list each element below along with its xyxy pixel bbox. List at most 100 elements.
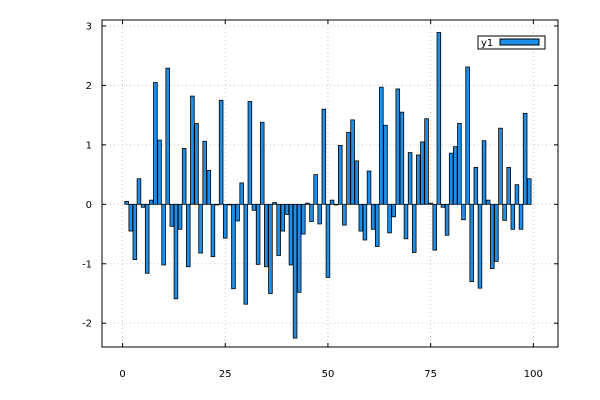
bar: [186, 203, 191, 268]
bar: [453, 146, 458, 205]
bar: [313, 174, 318, 205]
bar: [132, 203, 138, 260]
bar: [243, 203, 249, 305]
bar: [411, 203, 417, 253]
y-tick-label: -2: [82, 319, 92, 330]
bar: [510, 203, 516, 230]
y-tick-label: 1: [86, 140, 92, 151]
bar: [481, 140, 487, 205]
bar: [424, 118, 429, 205]
bar: [485, 199, 491, 205]
x-tick-label: 0: [119, 369, 125, 380]
bar: [502, 203, 507, 221]
x-tick-label: 100: [524, 369, 543, 380]
bar: [358, 203, 364, 232]
bar: [161, 203, 166, 266]
bar: [420, 141, 425, 205]
bar: [284, 203, 290, 215]
bar: [383, 124, 388, 205]
bar: [153, 82, 158, 205]
bar: [301, 203, 306, 235]
bar: [305, 202, 310, 205]
bar: [157, 139, 162, 205]
bar: [440, 203, 446, 208]
bar: [235, 203, 240, 222]
bar: [321, 108, 327, 205]
bar: [518, 203, 524, 230]
bar: [128, 203, 134, 232]
bar: [239, 182, 244, 205]
bar: [177, 203, 183, 230]
bar: [251, 203, 257, 211]
bar: [136, 178, 142, 205]
bar: [268, 203, 273, 294]
ticks: 0 25 50 75 100 -2 -1 0 1 2 3: [82, 20, 558, 380]
grid: [102, 20, 558, 347]
bar: [465, 66, 470, 205]
bar: [457, 123, 462, 205]
bar: [124, 200, 129, 205]
bar: [259, 121, 265, 205]
bar: [309, 203, 314, 222]
bar: [214, 203, 220, 206]
bar: [165, 67, 170, 205]
bar: [514, 184, 520, 205]
bar: [325, 203, 331, 278]
x-tick-label: 50: [322, 369, 335, 380]
y-tick-label: 2: [86, 81, 92, 92]
bar: [526, 178, 532, 205]
legend-label-y1: y1: [481, 38, 493, 49]
bar: [292, 203, 298, 339]
bar: [366, 170, 372, 205]
bar: [288, 203, 294, 266]
bar: [469, 203, 474, 282]
bar: [140, 203, 146, 208]
bar: [428, 202, 433, 205]
bar: [173, 203, 179, 300]
bar: [342, 203, 347, 226]
bar: [194, 123, 199, 205]
bar: [374, 203, 380, 247]
bar: [144, 203, 150, 274]
bar: [490, 203, 495, 269]
y-tick-label: 0: [86, 200, 92, 211]
x-tick-label: 25: [219, 369, 232, 380]
bar: [391, 203, 396, 218]
bar: [247, 101, 253, 205]
bar: [329, 199, 335, 205]
bar: [317, 203, 322, 225]
bar: [255, 203, 261, 265]
bar: [362, 203, 368, 241]
plot-frame: [101, 19, 559, 348]
bar: [370, 203, 376, 230]
bar: [272, 202, 277, 205]
bar: [206, 170, 212, 205]
bar: [218, 99, 224, 205]
legend: y1: [477, 35, 546, 50]
bar: [227, 203, 232, 206]
bar: [416, 154, 421, 205]
bar: [432, 203, 438, 251]
bar: [477, 203, 483, 289]
bar: [181, 148, 187, 205]
bar: [473, 167, 479, 205]
y-tick-label: 3: [86, 21, 92, 32]
y-tick-label: -1: [82, 259, 92, 270]
bar: [198, 203, 203, 254]
bar: [276, 203, 281, 256]
bar: [210, 203, 216, 258]
legend-swatch-y1: [499, 38, 540, 46]
x-tick-label: 75: [424, 369, 437, 380]
bar: [231, 203, 236, 290]
bar: [354, 160, 359, 205]
bar: [346, 131, 351, 205]
bar: [333, 203, 339, 206]
bar: [379, 86, 384, 205]
bar: [407, 152, 413, 205]
bar: [350, 119, 355, 205]
bar: [222, 203, 228, 239]
bar: [296, 203, 302, 293]
bar: [149, 199, 154, 205]
bar: [338, 145, 343, 205]
